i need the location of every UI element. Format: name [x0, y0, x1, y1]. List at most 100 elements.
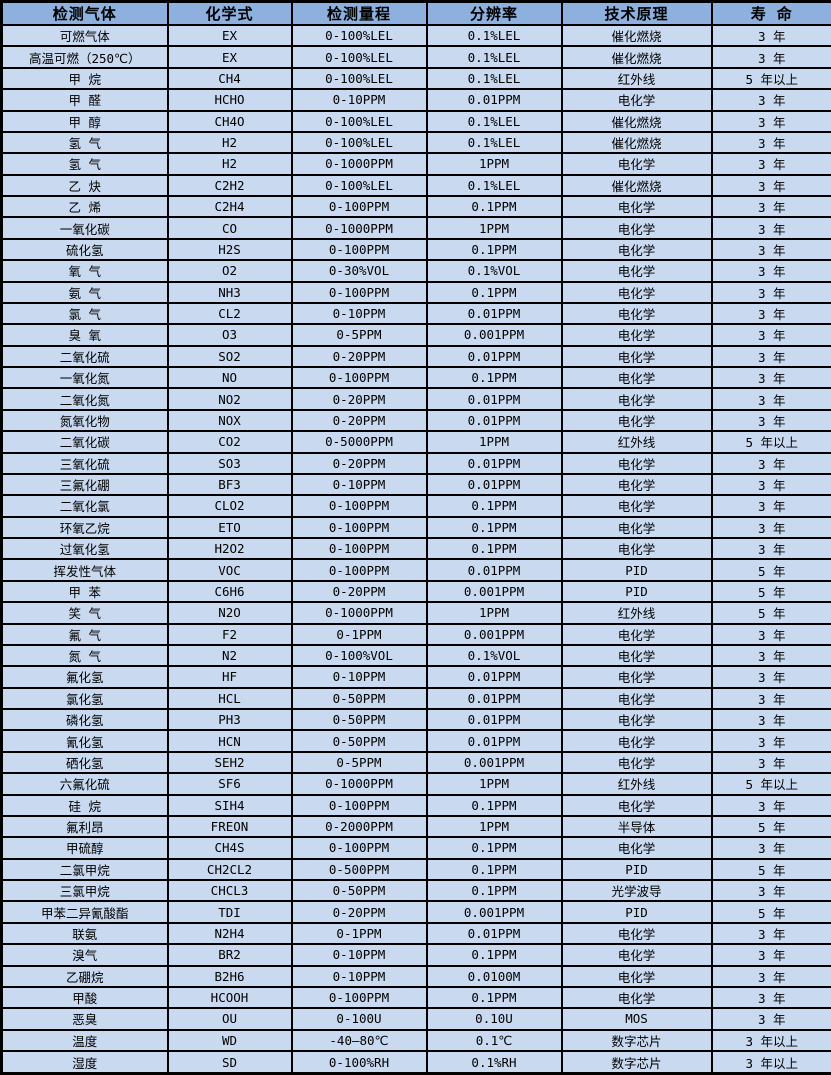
- column-header-principle: 技术原理: [560, 0, 713, 26]
- cell-gas: 笑 气: [0, 601, 169, 625]
- cell-lifespan: 5 年: [710, 601, 831, 625]
- cell-resolution: 0.01PPM: [425, 387, 563, 411]
- table-row: 挥发性气体 VOC 0-100PPM 0.01PPM PID 5 年: [0, 558, 831, 582]
- cell-principle: 电化学: [560, 985, 713, 1010]
- cell-resolution: 0.1PPM: [425, 857, 563, 882]
- cell-formula: TDI: [166, 900, 293, 924]
- cell-lifespan: 3 年: [710, 88, 831, 112]
- cell-formula: EX: [166, 45, 293, 69]
- cell-resolution: 0.1%LEL: [425, 173, 563, 198]
- table-row: 氧 气 O2 0-30%VOL 0.1%VOL 电化学 3 年: [0, 259, 831, 283]
- cell-gas: 甲 苯: [0, 579, 169, 604]
- cell-principle: 红外线: [560, 430, 713, 454]
- table-row: 氢 气 H2 0-100%LEL 0.1%LEL 催化燃烧 3 年: [0, 130, 831, 155]
- cell-range: 0-100%RH: [290, 1050, 428, 1075]
- cell-resolution: 0.1%LEL: [425, 109, 563, 133]
- cell-range: 0-100PPM: [290, 515, 428, 540]
- cell-resolution: 0.01PPM: [425, 686, 563, 711]
- cell-principle: 电化学: [560, 152, 713, 176]
- cell-gas: 甲 烷: [0, 66, 169, 91]
- cell-lifespan: 3 年: [710, 964, 831, 988]
- cell-resolution: 0.001PPM: [425, 579, 563, 604]
- cell-gas: 三氯甲烷: [0, 878, 169, 903]
- cell-formula: CO2: [166, 430, 293, 454]
- cell-lifespan: 3 年: [710, 365, 831, 390]
- cell-range: 0-20PPM: [290, 408, 428, 433]
- cell-range: 0-2000PPM: [290, 814, 428, 839]
- cell-formula: FREON: [166, 814, 293, 839]
- cell-gas: 氯 气: [0, 301, 169, 326]
- cell-range: 0-1PPM: [290, 622, 428, 646]
- cell-gas: 可燃气体: [0, 23, 169, 48]
- cell-principle: 电化学: [560, 194, 713, 219]
- table-row: 氯化氢 HCL 0-50PPM 0.01PPM 电化学 3 年: [0, 686, 831, 711]
- table-row: 二氧化碳 CO2 0-5000PPM 1PPM 红外线 5 年以上: [0, 430, 831, 454]
- cell-formula: NO2: [166, 387, 293, 411]
- cell-principle: 电化学: [560, 494, 713, 518]
- cell-range: 0-10PPM: [290, 472, 428, 497]
- cell-gas: 氰化氢: [0, 729, 169, 753]
- cell-formula: F2: [166, 622, 293, 646]
- cell-formula: N2H4: [166, 921, 293, 946]
- cell-formula: BF3: [166, 472, 293, 497]
- cell-lifespan: 5 年以上: [710, 66, 831, 91]
- cell-lifespan: 3 年: [710, 216, 831, 240]
- cell-range: 0-10PPM: [290, 943, 428, 967]
- cell-range: 0-100PPM: [290, 280, 428, 304]
- cell-principle: 电化学: [560, 216, 713, 240]
- cell-resolution: 1PPM: [425, 430, 563, 454]
- cell-range: 0-50PPM: [290, 686, 428, 711]
- table-row: 二氧化硫 SO2 0-20PPM 0.01PPM 电化学 3 年: [0, 344, 831, 369]
- cell-formula: CLO2: [166, 494, 293, 518]
- cell-formula: SEH2: [166, 750, 293, 775]
- cell-gas: 联氨: [0, 921, 169, 946]
- cell-range: 0-10PPM: [290, 301, 428, 326]
- cell-lifespan: 5 年以上: [710, 772, 831, 796]
- cell-resolution: 0.1%LEL: [425, 45, 563, 69]
- cell-range: 0-10PPM: [290, 665, 428, 689]
- cell-lifespan: 3 年: [710, 1007, 831, 1031]
- cell-principle: 电化学: [560, 344, 713, 369]
- cell-lifespan: 3 年: [710, 109, 831, 133]
- cell-gas: 二氧化氯: [0, 494, 169, 518]
- cell-formula: HCHO: [166, 88, 293, 112]
- cell-gas: 甲酸: [0, 985, 169, 1010]
- cell-lifespan: 3 年: [710, 237, 831, 262]
- cell-range: 0-100PPM: [290, 194, 428, 219]
- cell-gas: 溴气: [0, 943, 169, 967]
- cell-resolution: 0.01PPM: [425, 729, 563, 753]
- cell-resolution: 0.01PPM: [425, 301, 563, 326]
- cell-range: 0-100%LEL: [290, 173, 428, 198]
- cell-formula: CL2: [166, 301, 293, 326]
- cell-lifespan: 3 年: [710, 793, 831, 817]
- cell-range: 0-50PPM: [290, 729, 428, 753]
- cell-formula: N2O: [166, 601, 293, 625]
- table-row: 硒化氢 SEH2 0-5PPM 0.001PPM 电化学 3 年: [0, 750, 831, 775]
- cell-formula: N2: [166, 643, 293, 668]
- cell-resolution: 0.1%VOL: [425, 259, 563, 283]
- cell-resolution: 0.001PPM: [425, 622, 563, 646]
- cell-gas: 二氧化硫: [0, 344, 169, 369]
- cell-formula: BR2: [166, 943, 293, 967]
- cell-gas: 磷化氢: [0, 707, 169, 732]
- table-row: 笑 气 N2O 0-1000PPM 1PPM 红外线 5 年: [0, 601, 831, 625]
- cell-range: 0-1000PPM: [290, 601, 428, 625]
- cell-principle: 电化学: [560, 259, 713, 283]
- cell-formula: NH3: [166, 280, 293, 304]
- cell-formula: OU: [166, 1007, 293, 1031]
- cell-lifespan: 5 年: [710, 814, 831, 839]
- table-row: 臭 氧 O3 0-5PPM 0.001PPM 电化学 3 年: [0, 323, 831, 347]
- cell-range: -40—80℃: [290, 1028, 428, 1053]
- table-row: 甲 苯 C6H6 0-20PPM 0.001PPM PID 5 年: [0, 579, 831, 604]
- table-row: 三氯甲烷 CHCL3 0-50PPM 0.1PPM 光学波导 3 年: [0, 878, 831, 903]
- cell-range: 0-5000PPM: [290, 430, 428, 454]
- cell-range: 0-50PPM: [290, 878, 428, 903]
- cell-lifespan: 3 年: [710, 451, 831, 475]
- cell-principle: 电化学: [560, 515, 713, 540]
- table-row: 六氟化硫 SF6 0-1000PPM 1PPM 红外线 5 年以上: [0, 772, 831, 796]
- cell-gas: 甲苯二异氰酸酯: [0, 900, 169, 924]
- cell-gas: 氯化氢: [0, 686, 169, 711]
- table-row: 湿度 SD 0-100%RH 0.1%RH 数字芯片 3 年以上: [0, 1050, 831, 1075]
- cell-formula: CH2CL2: [166, 857, 293, 882]
- cell-formula: O3: [166, 323, 293, 347]
